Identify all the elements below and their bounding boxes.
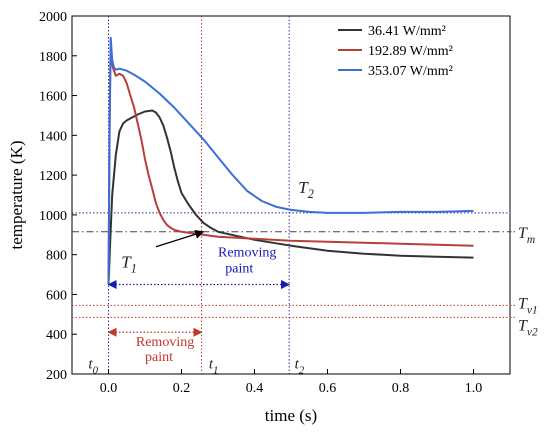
y-tick-label-9: 2000 xyxy=(39,10,67,25)
y-tick-label-3: 800 xyxy=(46,249,67,264)
legend-label-1: 192.89 W/mm² xyxy=(368,44,453,59)
label-T1: T1 xyxy=(121,253,137,276)
label-removing-blue-2: paint xyxy=(225,262,253,277)
y-tick-label-6: 1400 xyxy=(39,129,67,144)
label-removing-blue-1: Removing xyxy=(218,246,276,261)
y-tick-label-5: 1200 xyxy=(39,169,67,184)
label-t2: t2 xyxy=(295,356,305,376)
series-line-2 xyxy=(107,36,474,285)
series-line-1 xyxy=(107,38,474,285)
right-label-1: Tv1 xyxy=(518,295,538,316)
y-tick-label-4: 1000 xyxy=(39,209,67,224)
legend-label-0: 36.41 W/mm² xyxy=(368,24,446,39)
axis-ticks: 0.0 0.2 0.4 0.6 0.8 1.0 200 400 600 800 1000 1200 14… xyxy=(39,10,482,396)
legend-label-2: 353.07 W/mm² xyxy=(368,64,453,79)
label-removing-red-2: paint xyxy=(145,350,173,365)
y-tick-label-8: 1800 xyxy=(39,50,67,65)
label-t0: t0 xyxy=(88,356,98,376)
x-tick-label-5: 1.0 xyxy=(465,381,483,396)
x-tick-label-1: 0.2 xyxy=(173,381,191,396)
annotation-arrows xyxy=(107,229,291,337)
x-tick-label-0: 0.0 xyxy=(100,381,118,396)
label-removing-red-1: Removing xyxy=(136,335,194,350)
x-tick-label-3: 0.6 xyxy=(319,381,337,396)
arrow-2 xyxy=(155,229,205,248)
y-tick-label-7: 1600 xyxy=(39,90,67,105)
legend: 36.41 W/mm² 192.89 W/mm² 353.07 W/mm² xyxy=(338,24,453,79)
right-label-0: Tm xyxy=(518,225,535,246)
y-tick-label-1: 400 xyxy=(46,328,67,343)
plot-frame xyxy=(71,15,511,375)
label-T2: T2 xyxy=(298,178,314,201)
series-lines xyxy=(107,36,474,285)
right-label-2: Tv2 xyxy=(518,317,538,338)
y-tick-label-0: 200 xyxy=(46,368,67,383)
x-tick-label-4: 0.8 xyxy=(392,381,410,396)
x-tick-label-2: 0.4 xyxy=(246,381,264,396)
label-t1: t1 xyxy=(209,356,219,376)
y-axis-label: temperature (K) xyxy=(7,140,26,249)
y-tick-label-2: 600 xyxy=(46,288,67,303)
x-axis-label: time (s) xyxy=(265,406,317,425)
series-line-0 xyxy=(107,109,474,285)
